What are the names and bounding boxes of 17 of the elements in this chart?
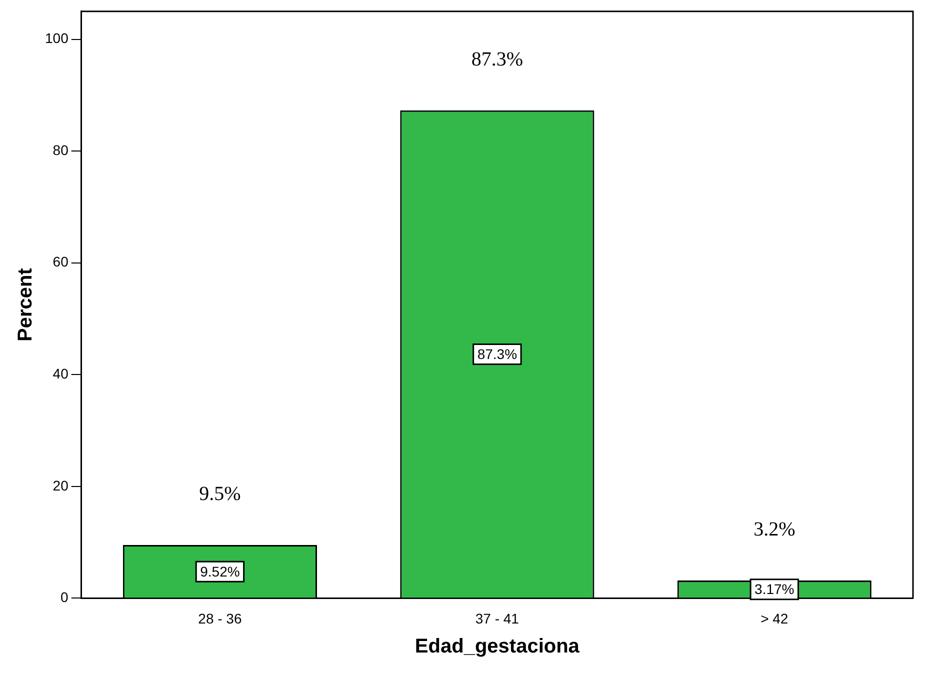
annotation: 3.2% [754, 518, 796, 541]
data-label: 3.17% [754, 581, 794, 598]
annotation: 9.5% [199, 483, 241, 506]
data-label: 9.52% [200, 563, 240, 580]
y-tick-label: 0 [60, 589, 69, 606]
x-tick-label: 37 - 41 [475, 610, 520, 626]
y-tick-label: 80 [52, 142, 69, 158]
x-axis-title: Edad_gestaciona [414, 636, 580, 658]
y-axis-title: Percent [14, 268, 37, 342]
annotation: 87.3% [471, 48, 524, 71]
y-tick-label: 60 [52, 254, 69, 270]
x-tick-label: > 42 [760, 610, 788, 626]
y-tick-label: 20 [52, 477, 69, 494]
data-label: 87.3% [477, 346, 518, 362]
x-tick-label: 28 - 36 [198, 610, 242, 626]
y-tick-label: 40 [52, 366, 69, 382]
y-tick-label: 100 [45, 30, 69, 46]
